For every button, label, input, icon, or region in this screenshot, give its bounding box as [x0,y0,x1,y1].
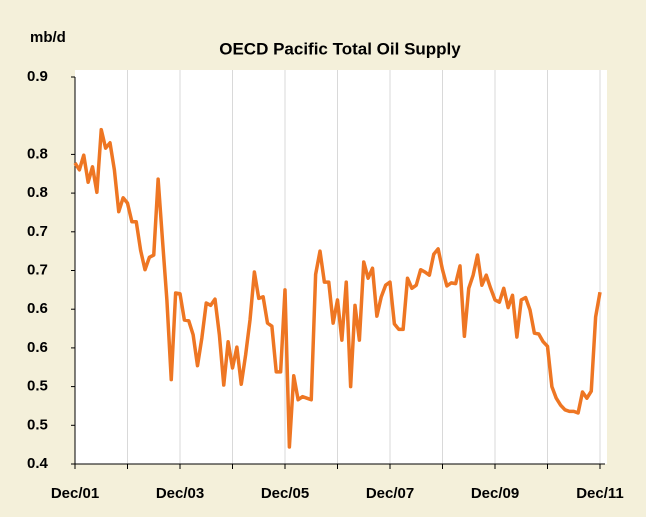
data-line [73,127,602,449]
y-axis-label: mb/d [30,29,66,46]
y-tick-label: 0.5 [27,378,48,395]
y-tick-label: 0.8 [27,145,48,162]
y-tick-label: 0.6 [27,300,48,317]
x-tick-label: Dec/05 [261,485,309,502]
y-tick-label: 0.9 [27,68,48,85]
plot-area [75,70,607,464]
y-tick-label: 0.6 [27,339,48,356]
x-tick-label: Dec/01 [51,485,99,502]
x-tick-label: Dec/07 [366,485,414,502]
y-tick-label: 0.8 [27,184,48,201]
chart-title: OECD Pacific Total Oil Supply [219,39,461,58]
x-tick-label: Dec/03 [156,485,204,502]
y-tick-label: 0.4 [27,455,49,472]
x-tick-label: Dec/09 [471,485,519,502]
y-tick-label: 0.7 [27,261,48,278]
y-tick-label: 0.7 [27,223,48,240]
x-tick-label: Dec/11 [576,485,624,502]
y-tick-label: 0.5 [27,416,48,433]
